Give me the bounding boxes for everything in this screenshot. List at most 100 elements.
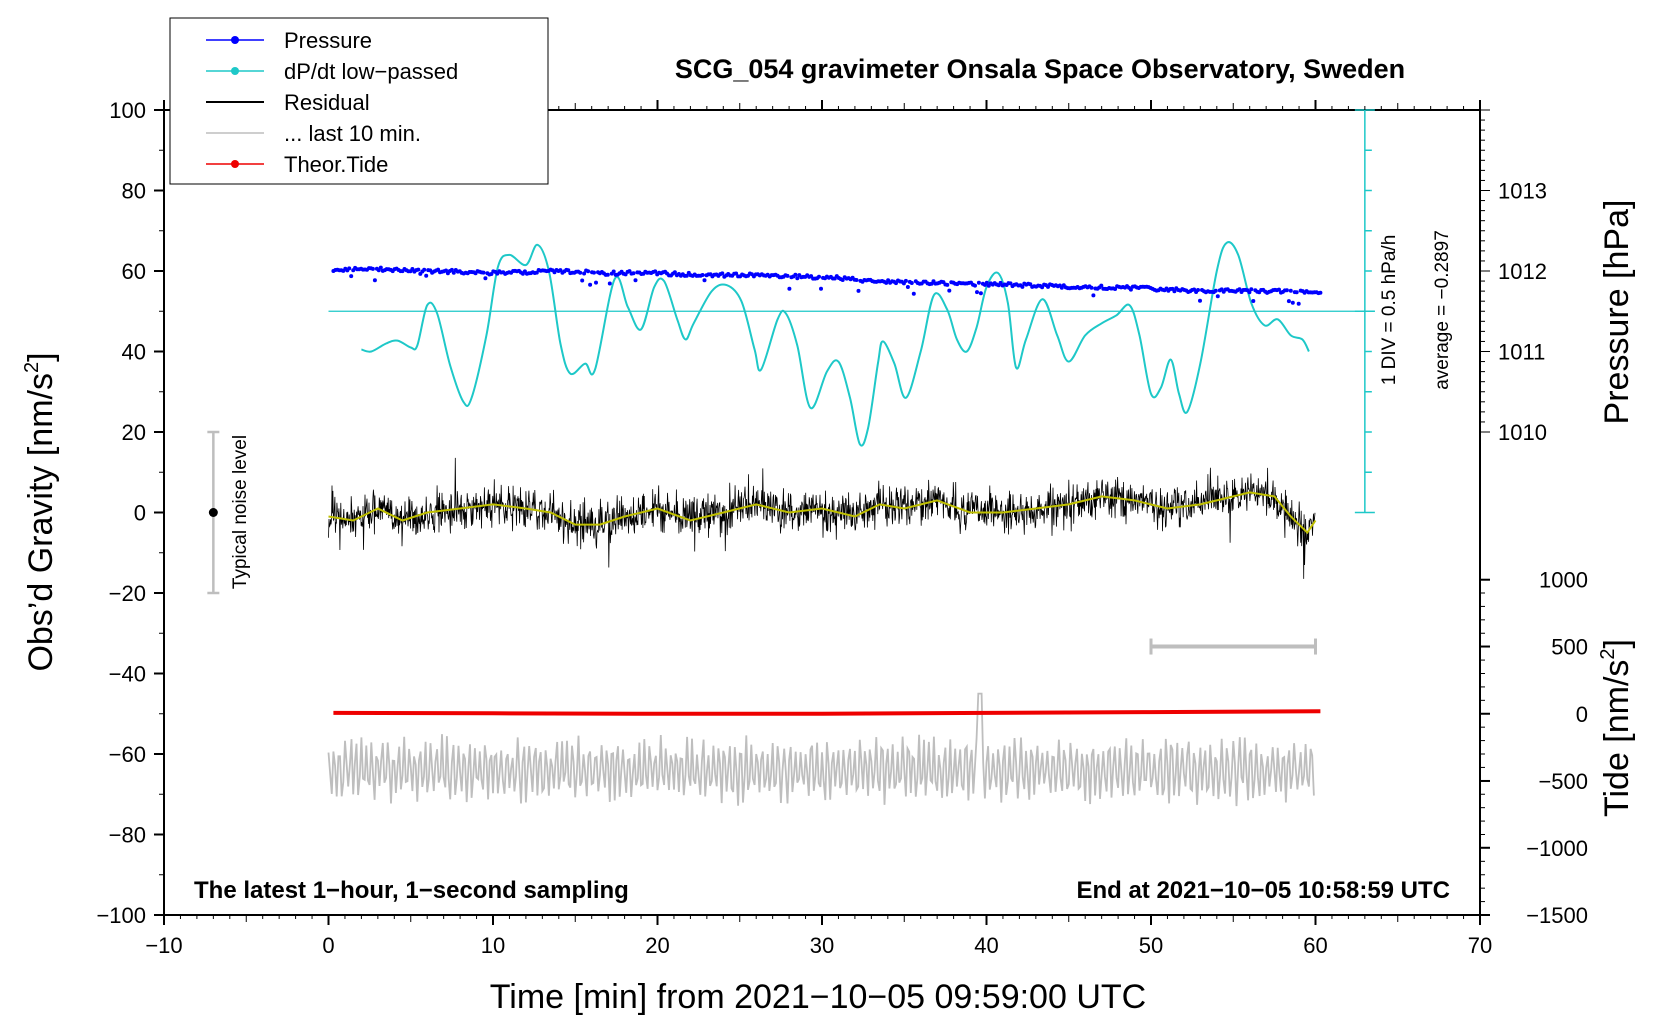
pressure-point	[594, 280, 598, 285]
pressure-tick-label: 1012	[1498, 259, 1547, 284]
pressure-point	[700, 273, 705, 277]
pressure-point	[1198, 298, 1202, 303]
pressure-point	[1251, 299, 1256, 303]
noise-bar-dot	[208, 508, 218, 517]
plot-frame	[163, 109, 1481, 916]
pressure-point	[586, 269, 591, 274]
pressure-point	[481, 270, 486, 275]
pressure-point	[1290, 300, 1295, 305]
y-axis-label-text: Obs’d Gravity [nm/s	[22, 373, 60, 672]
pressure-point	[793, 272, 798, 277]
pressure-point	[1288, 288, 1293, 293]
footer-left: The latest 1−hour, 1−second sampling	[194, 877, 629, 904]
tide-tick-label: 500	[1551, 635, 1588, 660]
pressure-point	[424, 273, 429, 278]
pressure-point	[734, 271, 739, 276]
legend-marker	[231, 160, 239, 168]
pressure-point	[975, 290, 979, 295]
pressure-point	[1215, 294, 1220, 299]
tide-tick-label: 1000	[1539, 568, 1588, 593]
tide-tick-label: 0	[1576, 702, 1588, 727]
pressure-point	[1020, 284, 1025, 289]
pressure-point	[607, 281, 612, 286]
pressure-point	[787, 286, 792, 291]
x-tick-label: 10	[481, 933, 505, 958]
series-layer	[207, 109, 1375, 807]
pressure-point	[631, 271, 636, 276]
pressure-point	[370, 266, 375, 271]
pressure-point	[611, 269, 616, 274]
pressure-point	[1296, 301, 1301, 306]
pressure-point	[372, 278, 377, 283]
pressure-point	[592, 270, 596, 275]
legend-label: Pressure	[284, 28, 372, 53]
y-axis-label-end: ]	[22, 352, 60, 361]
pressure-point	[702, 278, 707, 283]
pressure-point	[795, 276, 800, 281]
pressure-point	[854, 278, 859, 282]
pressure-point	[984, 280, 989, 285]
tide-axis-label: Tide [nm/s2]	[1597, 639, 1636, 817]
legend-marker	[231, 36, 239, 44]
pressure-point	[1294, 290, 1299, 295]
legend-label: Theor.Tide	[284, 152, 388, 177]
pressure-point	[378, 265, 383, 270]
x-tick-label: 30	[810, 933, 834, 958]
tide-series-line	[333, 709, 1321, 716]
tide-axis-label-text: Tide [nm/s	[1598, 660, 1636, 817]
pressure-point	[945, 282, 950, 287]
pressure-point	[1196, 288, 1200, 292]
residual-smoothed-line	[328, 491, 1317, 535]
chart-title: SCG_054 gravimeter Onsala Space Observat…	[675, 54, 1405, 84]
y-tick-label: 0	[134, 501, 146, 526]
pressure-point	[672, 270, 677, 275]
pressure-point	[1099, 283, 1104, 288]
pressure-point	[909, 281, 914, 285]
pressure-point	[905, 285, 910, 289]
y-tick-label: −80	[109, 823, 146, 848]
pressure-point	[605, 272, 610, 277]
legend-label: ... last 10 min.	[284, 121, 421, 146]
pressure-point	[1249, 287, 1254, 292]
pressure-point	[785, 273, 790, 278]
pressure-point	[856, 288, 861, 293]
pressure-point	[684, 273, 689, 278]
pressure-point	[653, 269, 658, 274]
x-tick-label: 50	[1139, 933, 1163, 958]
pressure-point	[1091, 293, 1096, 298]
y-tick-label: 60	[122, 259, 146, 284]
y-tick-label: 20	[122, 420, 146, 445]
tide-axis-label-end: ]	[1598, 639, 1636, 648]
pressure-point	[903, 278, 908, 283]
pressure-point	[817, 274, 821, 279]
dpdt-average-label: average = −0.2897	[1432, 230, 1453, 390]
pressure-point	[1213, 288, 1218, 293]
x-tick-label: 60	[1303, 933, 1327, 958]
pressure-point	[483, 276, 488, 281]
pressure-point	[422, 267, 427, 272]
x-tick-label: 70	[1468, 933, 1492, 958]
pressure-point	[1277, 287, 1281, 292]
pressure-point	[416, 267, 421, 272]
pressure-point	[973, 283, 977, 288]
pressure-point	[1284, 288, 1289, 293]
legend-marker	[231, 67, 239, 75]
x-tick-label: 0	[322, 933, 334, 958]
pressure-point	[720, 271, 725, 276]
legend-label: Residual	[284, 90, 370, 115]
y-tick-label: 40	[122, 340, 146, 365]
tide-tick-label: −500	[1538, 769, 1588, 794]
pressure-point	[578, 270, 583, 275]
pressure-point	[566, 268, 571, 273]
pressure-tick-label: 1011	[1498, 340, 1545, 365]
y-tick-label: −20	[109, 581, 146, 606]
tide-axis-label-sup: 2	[1597, 648, 1619, 659]
pressure-point	[1172, 289, 1177, 294]
pressure-point	[978, 291, 983, 296]
pressure-point	[349, 274, 354, 279]
pressure-axis-label: Pressure [hPa]	[1598, 200, 1636, 425]
pressure-point	[1128, 287, 1133, 292]
pressure-point	[819, 286, 823, 291]
pressure-point	[947, 288, 952, 293]
